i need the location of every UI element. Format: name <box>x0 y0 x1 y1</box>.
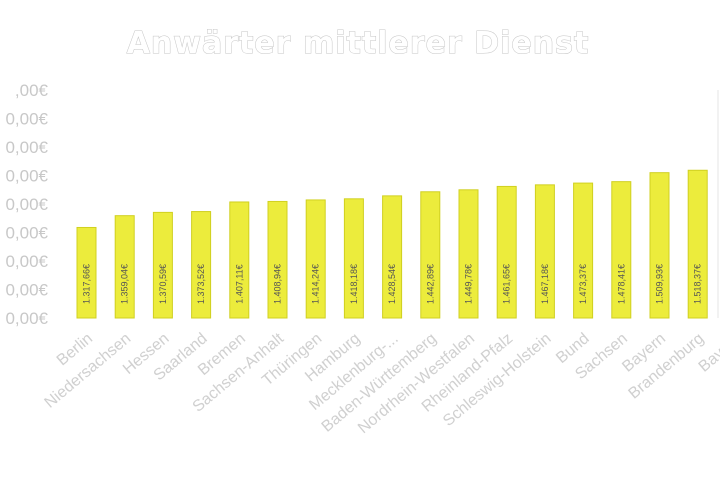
bar <box>649 172 670 319</box>
bar <box>382 195 403 319</box>
bar <box>229 201 250 319</box>
bar <box>305 199 326 319</box>
data-label: 1.428,54€ <box>387 264 397 304</box>
data-label: 1.418,18€ <box>349 264 359 304</box>
data-label: 1.467,18€ <box>540 264 550 304</box>
y-tick-label: 0,00€ <box>5 281 48 300</box>
data-label: 1.442,89€ <box>425 264 435 304</box>
bar <box>114 215 135 319</box>
data-label: 1.449,78€ <box>464 264 474 304</box>
x-axis-ticks: BerlinNiedersachsenHessenSaarlandBremenS… <box>42 330 720 438</box>
bar <box>611 181 632 319</box>
data-label: 1.370,59€ <box>158 264 168 304</box>
data-label: 1.359,04€ <box>120 264 130 304</box>
data-labels-group: 1.317,66€ 1.359,04€ 1.370,59€ 1.373,52€ 1.40… <box>82 264 703 304</box>
data-label: 1.407,11€ <box>234 264 244 303</box>
bar <box>191 211 212 319</box>
bar <box>420 191 441 319</box>
bar <box>76 226 97 319</box>
chart-title: Anwärter mittlerer Dienst <box>127 26 590 61</box>
y-tick-label: ,00€ <box>15 81 49 100</box>
y-tick-label: 0,00€ <box>5 252 48 271</box>
bar <box>573 182 594 319</box>
y-tick-label: 0,00€ <box>5 309 48 328</box>
y-tick-label: 0,00€ <box>5 224 48 243</box>
bar <box>458 189 479 319</box>
y-axis-ticks: ,00€ 0,00€ 0,00€ 0,00€ 0,00€ 0,00€ 0,00€ 0,00€ 0… <box>5 81 48 328</box>
data-label: 1.373,52€ <box>196 264 206 304</box>
y-tick-label: 0,00€ <box>5 167 48 186</box>
data-label: 1.317,66€ <box>82 264 92 304</box>
data-label: 1.478,41€ <box>616 264 626 304</box>
bar <box>343 198 364 319</box>
bar <box>152 211 173 319</box>
bar <box>534 184 555 319</box>
data-label: 1.408,94€ <box>273 264 283 304</box>
data-label: 1.518,37€ <box>693 264 703 304</box>
bars-group <box>76 169 708 319</box>
y-tick-label: 0,00€ <box>5 195 48 214</box>
bar <box>267 200 288 319</box>
data-label: 1.509,93€ <box>655 264 665 304</box>
data-label: 1.461,65€ <box>502 264 512 304</box>
y-tick-label: 0,00€ <box>5 138 48 157</box>
y-tick-label: 0,00€ <box>5 110 48 129</box>
bar <box>496 185 517 319</box>
bar <box>687 169 708 319</box>
data-label: 1.414,24€ <box>311 264 321 304</box>
data-label: 1.473,37€ <box>578 264 588 304</box>
